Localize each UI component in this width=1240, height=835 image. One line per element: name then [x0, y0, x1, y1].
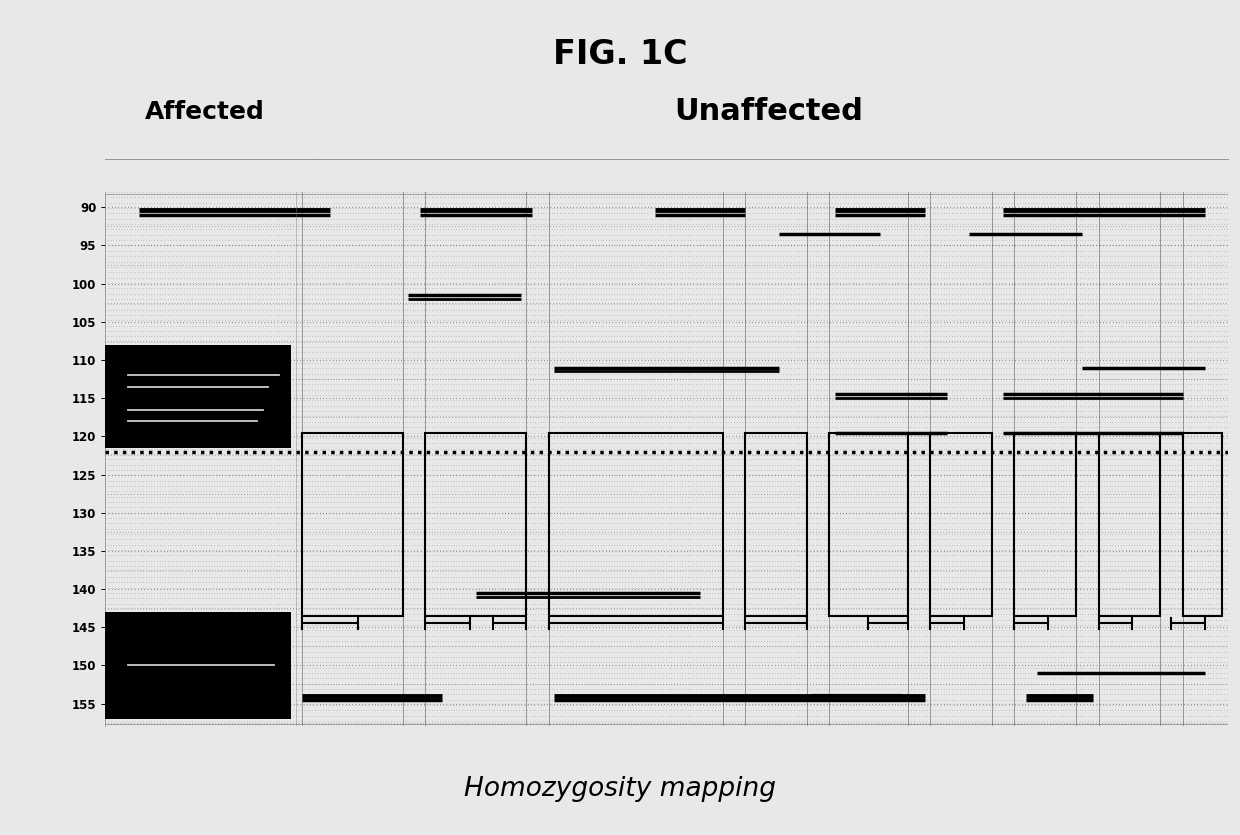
Text: FIG. 1C: FIG. 1C	[553, 38, 687, 71]
Bar	[930, 433, 992, 615]
Bar	[1183, 433, 1221, 615]
Bar	[425, 433, 526, 615]
Bar	[105, 345, 290, 448]
Bar	[301, 433, 403, 615]
Bar	[830, 433, 908, 615]
Bar	[745, 433, 807, 615]
Text: Unaffected: Unaffected	[675, 98, 863, 126]
Bar	[105, 612, 290, 719]
Text: Affected: Affected	[145, 100, 264, 124]
Bar	[1014, 433, 1076, 615]
Text: Homozygosity mapping: Homozygosity mapping	[464, 776, 776, 802]
Bar	[548, 433, 723, 615]
Bar	[1099, 433, 1161, 615]
